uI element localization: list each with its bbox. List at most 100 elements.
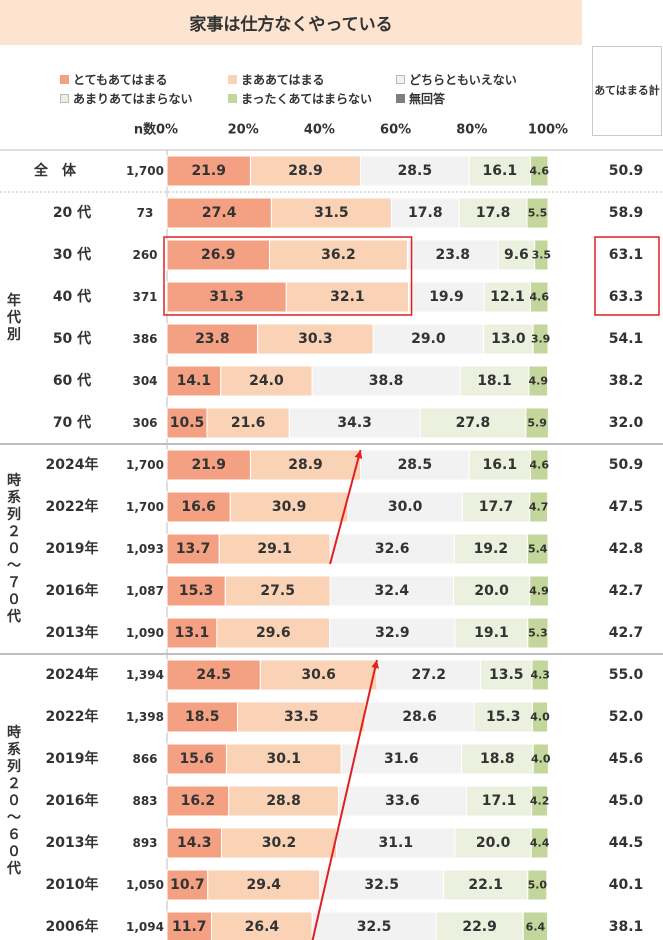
bar-segment — [522, 911, 549, 940]
data-label: 16.6 — [181, 499, 216, 515]
group-label-char: ０ — [7, 844, 21, 860]
row-label: 2010年 — [46, 876, 99, 893]
data-label: 26.9 — [201, 247, 236, 263]
data-label: 13.5 — [489, 667, 524, 683]
data-label: 4.6 — [529, 459, 549, 472]
data-label: 16.1 — [483, 457, 518, 473]
highlight-box — [163, 236, 413, 316]
group-label-char: 年 — [7, 292, 21, 309]
sum-value: 52.0 — [609, 709, 644, 725]
data-label: 29.4 — [247, 877, 282, 893]
bar-segment — [166, 449, 251, 481]
data-label: 27.4 — [202, 205, 237, 221]
data-label: 21.6 — [231, 415, 266, 431]
sum-value: 32.0 — [609, 415, 644, 431]
sum-value: 38.2 — [609, 373, 644, 389]
bar-segment — [220, 365, 313, 397]
sum-value: 42.8 — [609, 541, 644, 557]
data-label: 28.9 — [288, 163, 323, 179]
bar-segment — [435, 911, 524, 940]
bar-segment — [270, 197, 392, 229]
data-label: 28.6 — [402, 709, 437, 725]
group-label-char: ７ — [7, 575, 21, 591]
data-label: 26.4 — [245, 919, 280, 935]
data-label: 31.6 — [384, 751, 419, 767]
legend-item-very-true: とてもあてはまる — [60, 71, 168, 88]
bar-segment — [529, 281, 549, 313]
data-label: 33.6 — [385, 793, 420, 809]
data-label: 31.1 — [379, 835, 414, 851]
data-label: 28.5 — [398, 163, 433, 179]
n-value: 260 — [132, 248, 157, 262]
data-label: 27.2 — [411, 667, 446, 683]
data-label: 27.5 — [260, 583, 295, 599]
group-label-char: 別 — [6, 327, 21, 343]
data-label: 3.5 — [532, 249, 552, 262]
bar-segment — [166, 701, 238, 733]
group-label-char: ０ — [7, 592, 21, 608]
bar-segment — [224, 575, 331, 607]
group-label-char: ０ — [7, 541, 21, 557]
bar-segment — [408, 281, 485, 313]
bar-segment — [166, 197, 272, 229]
data-label: 23.8 — [435, 247, 470, 263]
group-label-char: ２ — [7, 776, 21, 792]
data-label: 24.5 — [196, 667, 231, 683]
bar-segment — [166, 785, 230, 817]
data-label: 22.1 — [468, 877, 503, 893]
data-label: 15.6 — [179, 751, 214, 767]
bar-segment — [376, 659, 482, 691]
n-value: 73 — [137, 206, 154, 220]
bar-segment — [225, 743, 342, 775]
bar-segment — [364, 701, 475, 733]
legend-label: とてもあてはまる — [73, 73, 168, 87]
data-label: 17.7 — [479, 499, 514, 515]
row-label: 全 体 — [33, 162, 77, 179]
data-label: 29.1 — [257, 541, 292, 557]
bar-segment — [166, 407, 208, 439]
data-label: 19.1 — [474, 625, 509, 641]
n-value: 1,700 — [126, 458, 164, 472]
x-tick-label: 40% — [304, 123, 335, 138]
trend-arrow-line — [311, 659, 378, 940]
bar-segment — [443, 869, 529, 901]
x-tick-label: 60% — [380, 123, 411, 138]
sum-highlight-box — [594, 236, 660, 316]
n-value: 1,700 — [126, 500, 164, 514]
n-column-header: n数 — [134, 122, 157, 138]
x-tick-label: 100% — [528, 123, 568, 138]
row-label: 2019年 — [46, 540, 99, 557]
bar-segment — [390, 197, 460, 229]
data-label: 28.5 — [398, 457, 433, 473]
bar-segment — [458, 197, 528, 229]
data-label: 16.2 — [181, 793, 216, 809]
legend-swatch — [228, 75, 237, 84]
data-label: 4.2 — [530, 795, 550, 808]
bar-segment — [218, 533, 331, 565]
data-label: 5.5 — [528, 207, 548, 220]
data-label: 33.5 — [284, 709, 319, 725]
bar-segment — [525, 407, 549, 439]
data-label: 4.0 — [531, 753, 551, 766]
bar-segment — [329, 575, 455, 607]
data-label: 29.0 — [411, 331, 446, 347]
legend-label: まああてはまる — [241, 73, 325, 87]
row-label: 2016年 — [46, 582, 99, 599]
bar-segment — [311, 911, 437, 940]
bar-segment — [166, 281, 287, 313]
n-value: 306 — [132, 416, 157, 430]
data-label: 24.0 — [249, 373, 284, 389]
row-label: 20 代 — [53, 204, 91, 221]
data-label: 32.4 — [375, 583, 410, 599]
data-label: 36.2 — [321, 247, 356, 263]
data-label: 20.0 — [476, 835, 511, 851]
bar-segment — [527, 617, 549, 649]
data-label: 4.0 — [530, 711, 550, 724]
bar-segment — [249, 155, 362, 187]
data-label: 32.5 — [364, 877, 399, 893]
data-label: 4.9 — [529, 585, 549, 598]
data-label: 32.9 — [375, 625, 410, 641]
legend-item-somewhat-true: まああてはまる — [228, 71, 325, 88]
sum-value: 50.9 — [609, 163, 644, 179]
x-tick-label: 0% — [156, 123, 178, 138]
